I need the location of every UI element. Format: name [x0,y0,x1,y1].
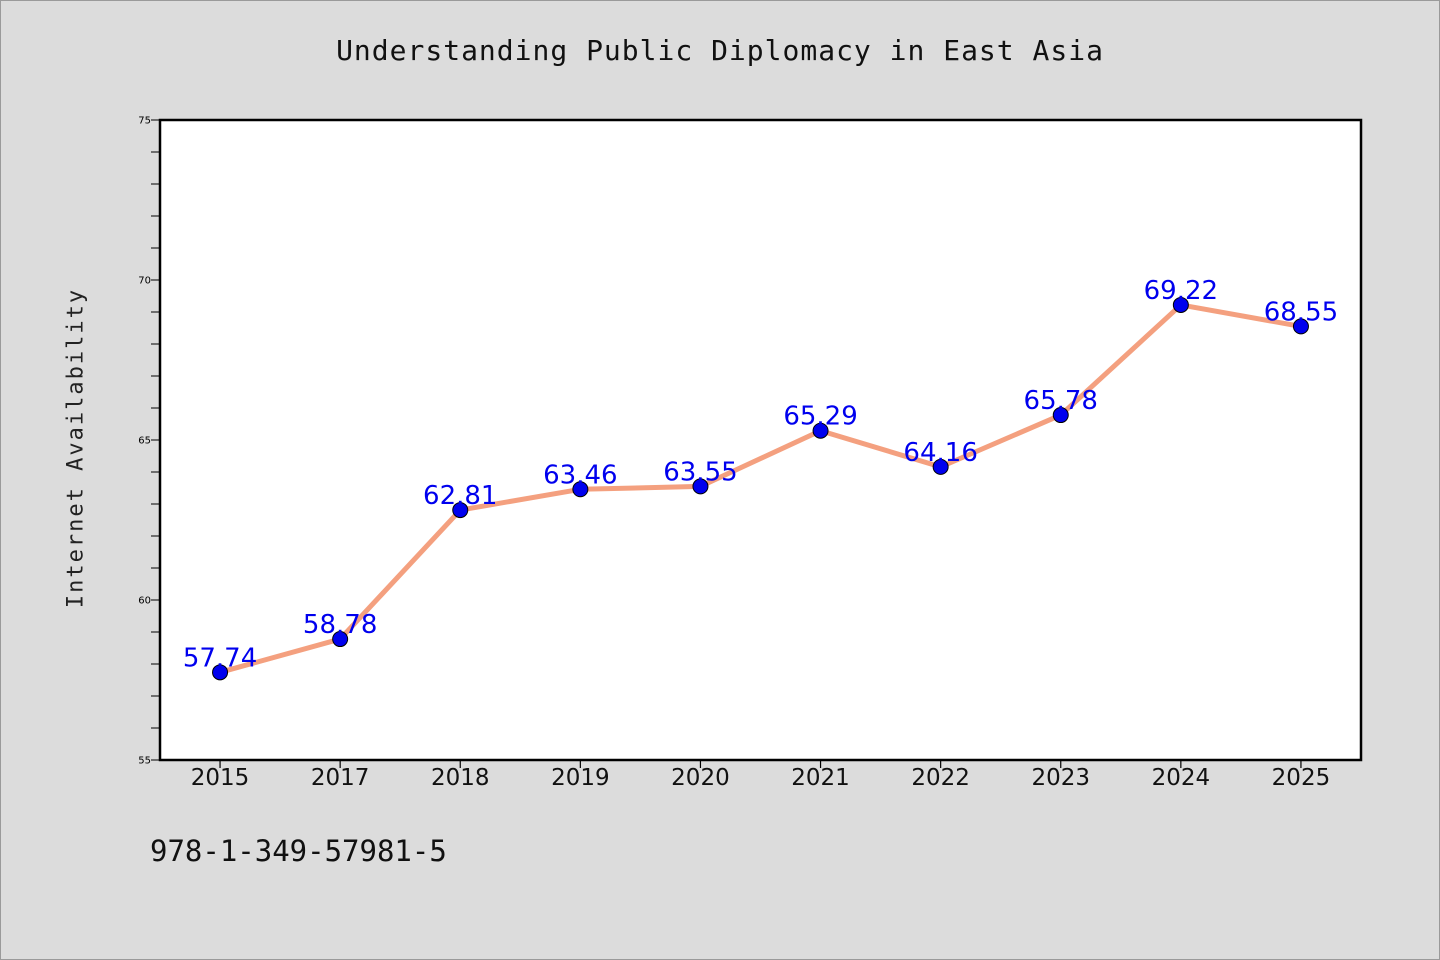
x-tick-label: 2018 [431,765,490,791]
data-point [932,458,949,475]
x-tick-label: 2023 [1031,765,1090,791]
x-tick-label: 2020 [671,765,730,791]
x-tick-label: 2019 [551,765,610,791]
x-tick-label: 2017 [311,765,370,791]
x-tick-label: 2022 [911,765,970,791]
data-point [1052,407,1069,424]
data-point [692,478,709,495]
data-label: 63.46 [543,460,617,490]
data-label: 62.81 [423,481,497,511]
data-point [332,631,349,648]
data-point [212,664,229,681]
data-label: 68.55 [1264,297,1338,327]
chart-title: Understanding Public Diplomacy in East A… [336,34,1104,67]
isbn-text: 978-1-349-57981-5 [150,834,447,868]
x-tick-label: 2015 [191,765,250,791]
y-tick-label: 65 [138,436,151,447]
y-tick-label: 70 [138,276,151,287]
x-tick-label: 2024 [1152,765,1211,791]
data-label: 65.78 [1024,386,1098,416]
data-label: 69.22 [1144,276,1218,306]
x-tick-label: 2025 [1272,765,1331,791]
data-point [812,422,829,439]
data-label: 63.55 [663,457,737,487]
data-label: 58.78 [303,610,377,640]
data-point [1172,296,1189,313]
data-label: 65.29 [783,402,857,432]
y-tick-label: 75 [138,116,151,127]
y-tick-label: 55 [138,756,151,767]
y-tick-label: 60 [138,596,151,607]
plot-area [158,118,1363,762]
data-point [1292,318,1309,335]
data-label: 57.74 [183,643,257,673]
data-point [452,502,469,519]
series-line [217,302,1304,675]
data-point [572,481,589,498]
data-label: 64.16 [903,438,977,468]
x-tick-label: 2021 [791,765,850,791]
